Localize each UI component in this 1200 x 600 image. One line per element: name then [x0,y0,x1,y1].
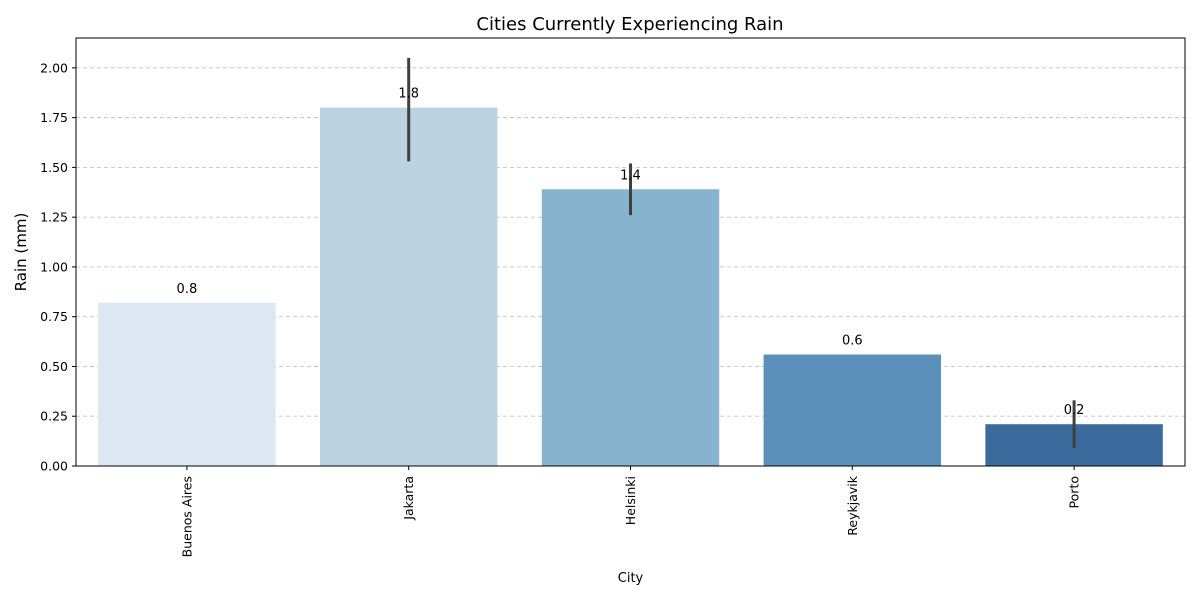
error-bars-group [407,57,1076,449]
x-tick-label: Helsinki [623,476,638,525]
y-tick-label: 1.75 [40,110,68,125]
bars-group [98,107,1163,467]
y-tick-label: 1.00 [40,259,68,274]
y-tick-label: 1.50 [40,160,68,175]
y-axis-ticks: 0.00 0.25 0.50 0.75 1.00 1.25 1.50 1.75 2.00 [40,60,76,474]
x-axis-ticks: Buenos Aires Jakarta Helsinki Reykjavik Port… [179,466,1082,557]
y-tick-label: 2.00 [40,60,68,75]
y-tick-label: 0.25 [40,409,68,424]
y-tick-label: 1.25 [40,210,68,225]
y-tick-label: 0.75 [40,309,68,324]
bar-value-label: 1.8 [398,87,419,102]
bar-value-label: 0.2 [1064,403,1085,418]
x-axis-label: City [618,571,644,586]
bar-value-label: 0.8 [177,282,198,297]
bar [541,189,720,466]
chart-title: Cities Currently Experiencing Rain [476,14,783,35]
bar-value-label: 1.4 [620,168,641,183]
y-tick-label: 0.50 [40,359,68,374]
x-tick-label: Porto [1067,476,1082,508]
x-tick-label: Jakarta [401,476,416,521]
x-tick-label: Reykjavik [845,475,860,535]
bar [319,107,498,467]
bar [763,354,942,466]
bar [98,302,276,466]
bar-value-labels: 0.8 1.8 1.4 0.6 0.2 [177,87,1085,419]
y-axis-label: Rain (mm) [12,213,30,292]
y-tick-label: 0.00 [40,459,68,474]
x-tick-label: Buenos Aires [179,476,194,557]
bar-value-label: 0.6 [842,334,863,349]
